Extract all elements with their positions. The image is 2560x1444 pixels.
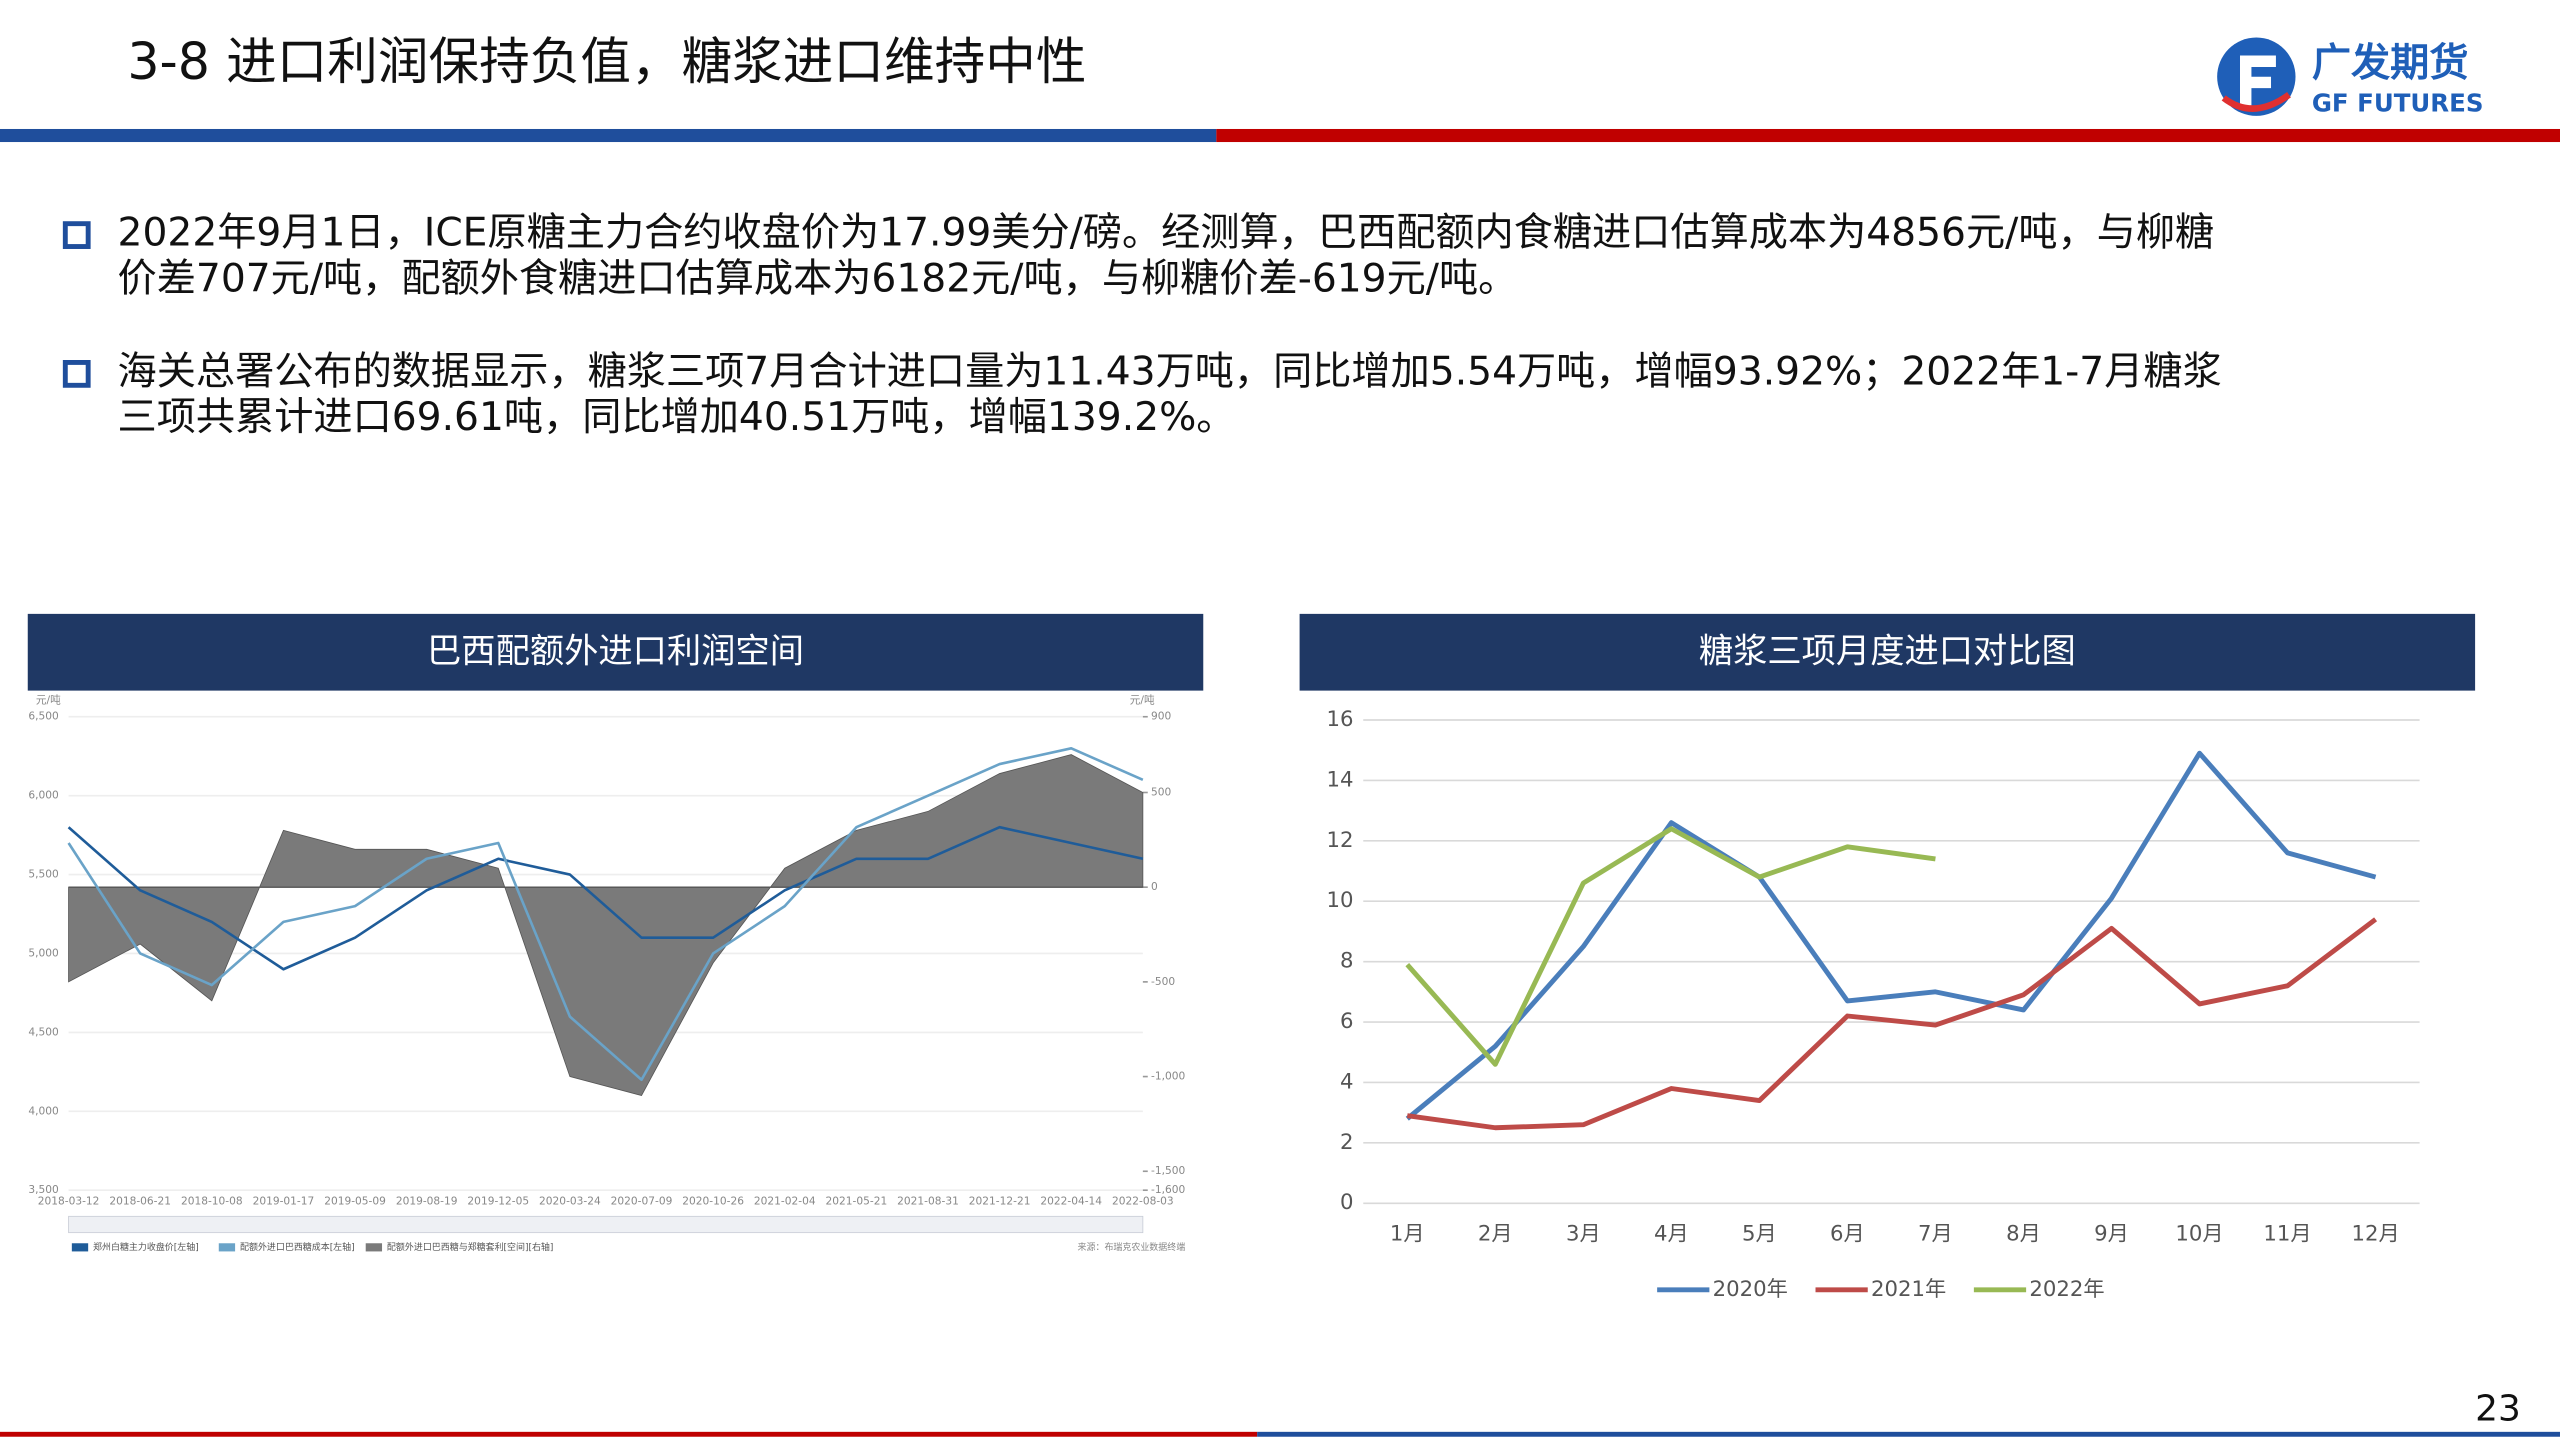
- header-bar-blue: [0, 128, 1217, 143]
- x-tick-label: 2月: [1478, 1221, 1513, 1246]
- x-tick-label: 2020-07-09: [611, 1195, 673, 1208]
- panel-header: [1299, 613, 2476, 691]
- x-tick-label: 11月: [2263, 1221, 2311, 1246]
- bullets: 2022年9月1日，ICE原糖主力合约收盘价为17.99美分/磅。经测算，巴西配…: [62, 211, 2222, 440]
- y-tick-label: 14: [1326, 767, 1353, 792]
- footer-bar-blue: [1257, 1431, 2560, 1437]
- y-tick-label: 8: [1340, 949, 1354, 974]
- x-tick-label: 2019-01-17: [253, 1195, 315, 1208]
- profit-area: [68, 754, 1144, 1096]
- x-tick-label: 5月: [1742, 1221, 1777, 1246]
- x-tick-label: 8月: [2006, 1221, 2041, 1246]
- x-tick-label: 2020-03-24: [539, 1195, 601, 1208]
- x-tick-label: 2021-12-21: [969, 1195, 1031, 1208]
- y2-tick-label: -500: [1151, 975, 1175, 988]
- y-tick-label: 5,000: [28, 946, 59, 959]
- legend-label: 2020年: [1713, 1277, 1788, 1302]
- y-tick-label: 0: [1340, 1190, 1354, 1215]
- bullet-marker: [62, 221, 91, 249]
- x-tick-label: 2018-10-08: [181, 1195, 243, 1208]
- x-tick-label: 12月: [2351, 1221, 2399, 1246]
- y2-tick-label: 500: [1151, 785, 1172, 798]
- y-tick-label: 12: [1326, 828, 1353, 853]
- y-tick-label: 4: [1340, 1069, 1354, 1094]
- y-axis-label: 元/吨: [36, 693, 61, 706]
- x-tick-label: 2022-04-14: [1040, 1195, 1102, 1208]
- y2-tick-label: 900: [1151, 710, 1172, 723]
- y-tick-label: 6,500: [28, 710, 59, 723]
- logo-mark: [2240, 55, 2276, 108]
- bullet-text: 三项共累计进口69.61吨，同比增加40.51万吨，增幅139.2%。: [118, 395, 1236, 440]
- zoom-slider[interactable]: [68, 1215, 1144, 1234]
- logo-cn: 广发期货: [2312, 41, 2469, 86]
- x-tick-label: 2019-05-09: [324, 1195, 386, 1208]
- panel-title: 糖浆三项月度进口对比图: [1699, 632, 2076, 672]
- logo-swoosh: [2221, 92, 2291, 112]
- y-tick-label: 5,500: [28, 868, 59, 881]
- footer-bar-red: [0, 1431, 1258, 1437]
- y-tick-label: 3,500: [28, 1183, 59, 1196]
- bullet-text: 价差707元/吨，配额外食糖进口估算成本为6182元/吨，与柳糖价差-619元/…: [118, 256, 1518, 301]
- line-series: [1405, 826, 1936, 1067]
- x-tick-label: 2021-08-31: [897, 1195, 959, 1208]
- x-tick-label: 3月: [1566, 1221, 1601, 1246]
- legend-swatch: [71, 1243, 89, 1252]
- y2-tick-label: 0: [1151, 880, 1158, 893]
- bullet-marker: [62, 360, 91, 388]
- y-tick-label: 16: [1326, 707, 1353, 732]
- x-tick-label: 2018-06-21: [109, 1195, 171, 1208]
- header-bar-red: [1216, 128, 2560, 143]
- line-series: [1406, 917, 2378, 1131]
- y2-tick-label: -1,600: [1151, 1183, 1185, 1196]
- y-tick-label: 6,000: [28, 789, 59, 802]
- x-tick-label: 2019-12-05: [467, 1195, 529, 1208]
- legend-label: 配额外进口巴西糖成本[左轴]: [240, 1241, 355, 1253]
- y-tick-label: 4,500: [28, 1025, 59, 1038]
- legend-label: 2022年: [2029, 1277, 2104, 1302]
- x-tick-label: 2018-03-12: [38, 1195, 100, 1208]
- x-tick-label: 7月: [1918, 1221, 1953, 1246]
- page-number: 23: [2475, 1389, 2521, 1430]
- y-tick-label: 2: [1340, 1130, 1354, 1155]
- legend-swatch: [365, 1243, 383, 1252]
- line-series: [1405, 750, 2377, 1121]
- legend-label: 2021年: [1871, 1277, 1946, 1302]
- source-note: 来源：布瑞克农业数据终端: [1078, 1241, 1186, 1253]
- line-series: [67, 746, 1144, 1082]
- line-series: [67, 825, 1144, 971]
- x-tick-label: 9月: [2094, 1221, 2129, 1246]
- panel-title: 巴西配额外进口利润空间: [427, 632, 804, 672]
- x-tick-label: 2021-02-04: [754, 1195, 816, 1208]
- x-tick-label: 10月: [2175, 1221, 2223, 1246]
- bullet-text: 海关总署公布的数据显示，糖浆三项7月合计进口量为11.43万吨，同比增加5.54…: [118, 349, 2222, 394]
- y2-axis-label: 元/吨: [1130, 693, 1155, 706]
- logo-en: GF FUTURES: [2312, 88, 2484, 117]
- y-tick-label: 10: [1326, 888, 1353, 913]
- x-tick-label: 1月: [1390, 1221, 1425, 1246]
- slide-title: 3-8 进口利润保持负值，糖浆进口维持中性: [127, 32, 1086, 91]
- x-tick-label: 2022-08-03: [1112, 1195, 1174, 1208]
- logo: 广发期货 GF FUTURES: [2217, 37, 2484, 117]
- x-tick-label: 2020-10-26: [682, 1195, 744, 1208]
- legend-label: 郑州白糖主力收盘价[左轴]: [93, 1241, 199, 1253]
- legend-swatch: [218, 1243, 236, 1252]
- x-tick-label: 4月: [1654, 1221, 1689, 1246]
- y2-tick-label: -1,000: [1151, 1070, 1185, 1083]
- x-tick-label: 2019-08-19: [396, 1195, 458, 1208]
- y-tick-label: 6: [1340, 1009, 1354, 1034]
- y-tick-label: 4,000: [28, 1104, 59, 1117]
- y2-tick-label: -1,500: [1151, 1164, 1185, 1177]
- bullet-text: 2022年9月1日，ICE原糖主力合约收盘价为17.99美分/磅。经测算，巴西配…: [118, 211, 2215, 256]
- panel-header: [27, 613, 1204, 691]
- legend-label: 配额外进口巴西糖与郑糖套利[空间][右轴]: [387, 1241, 553, 1253]
- x-tick-label: 2021-05-21: [826, 1195, 888, 1208]
- x-tick-label: 6月: [1830, 1221, 1865, 1246]
